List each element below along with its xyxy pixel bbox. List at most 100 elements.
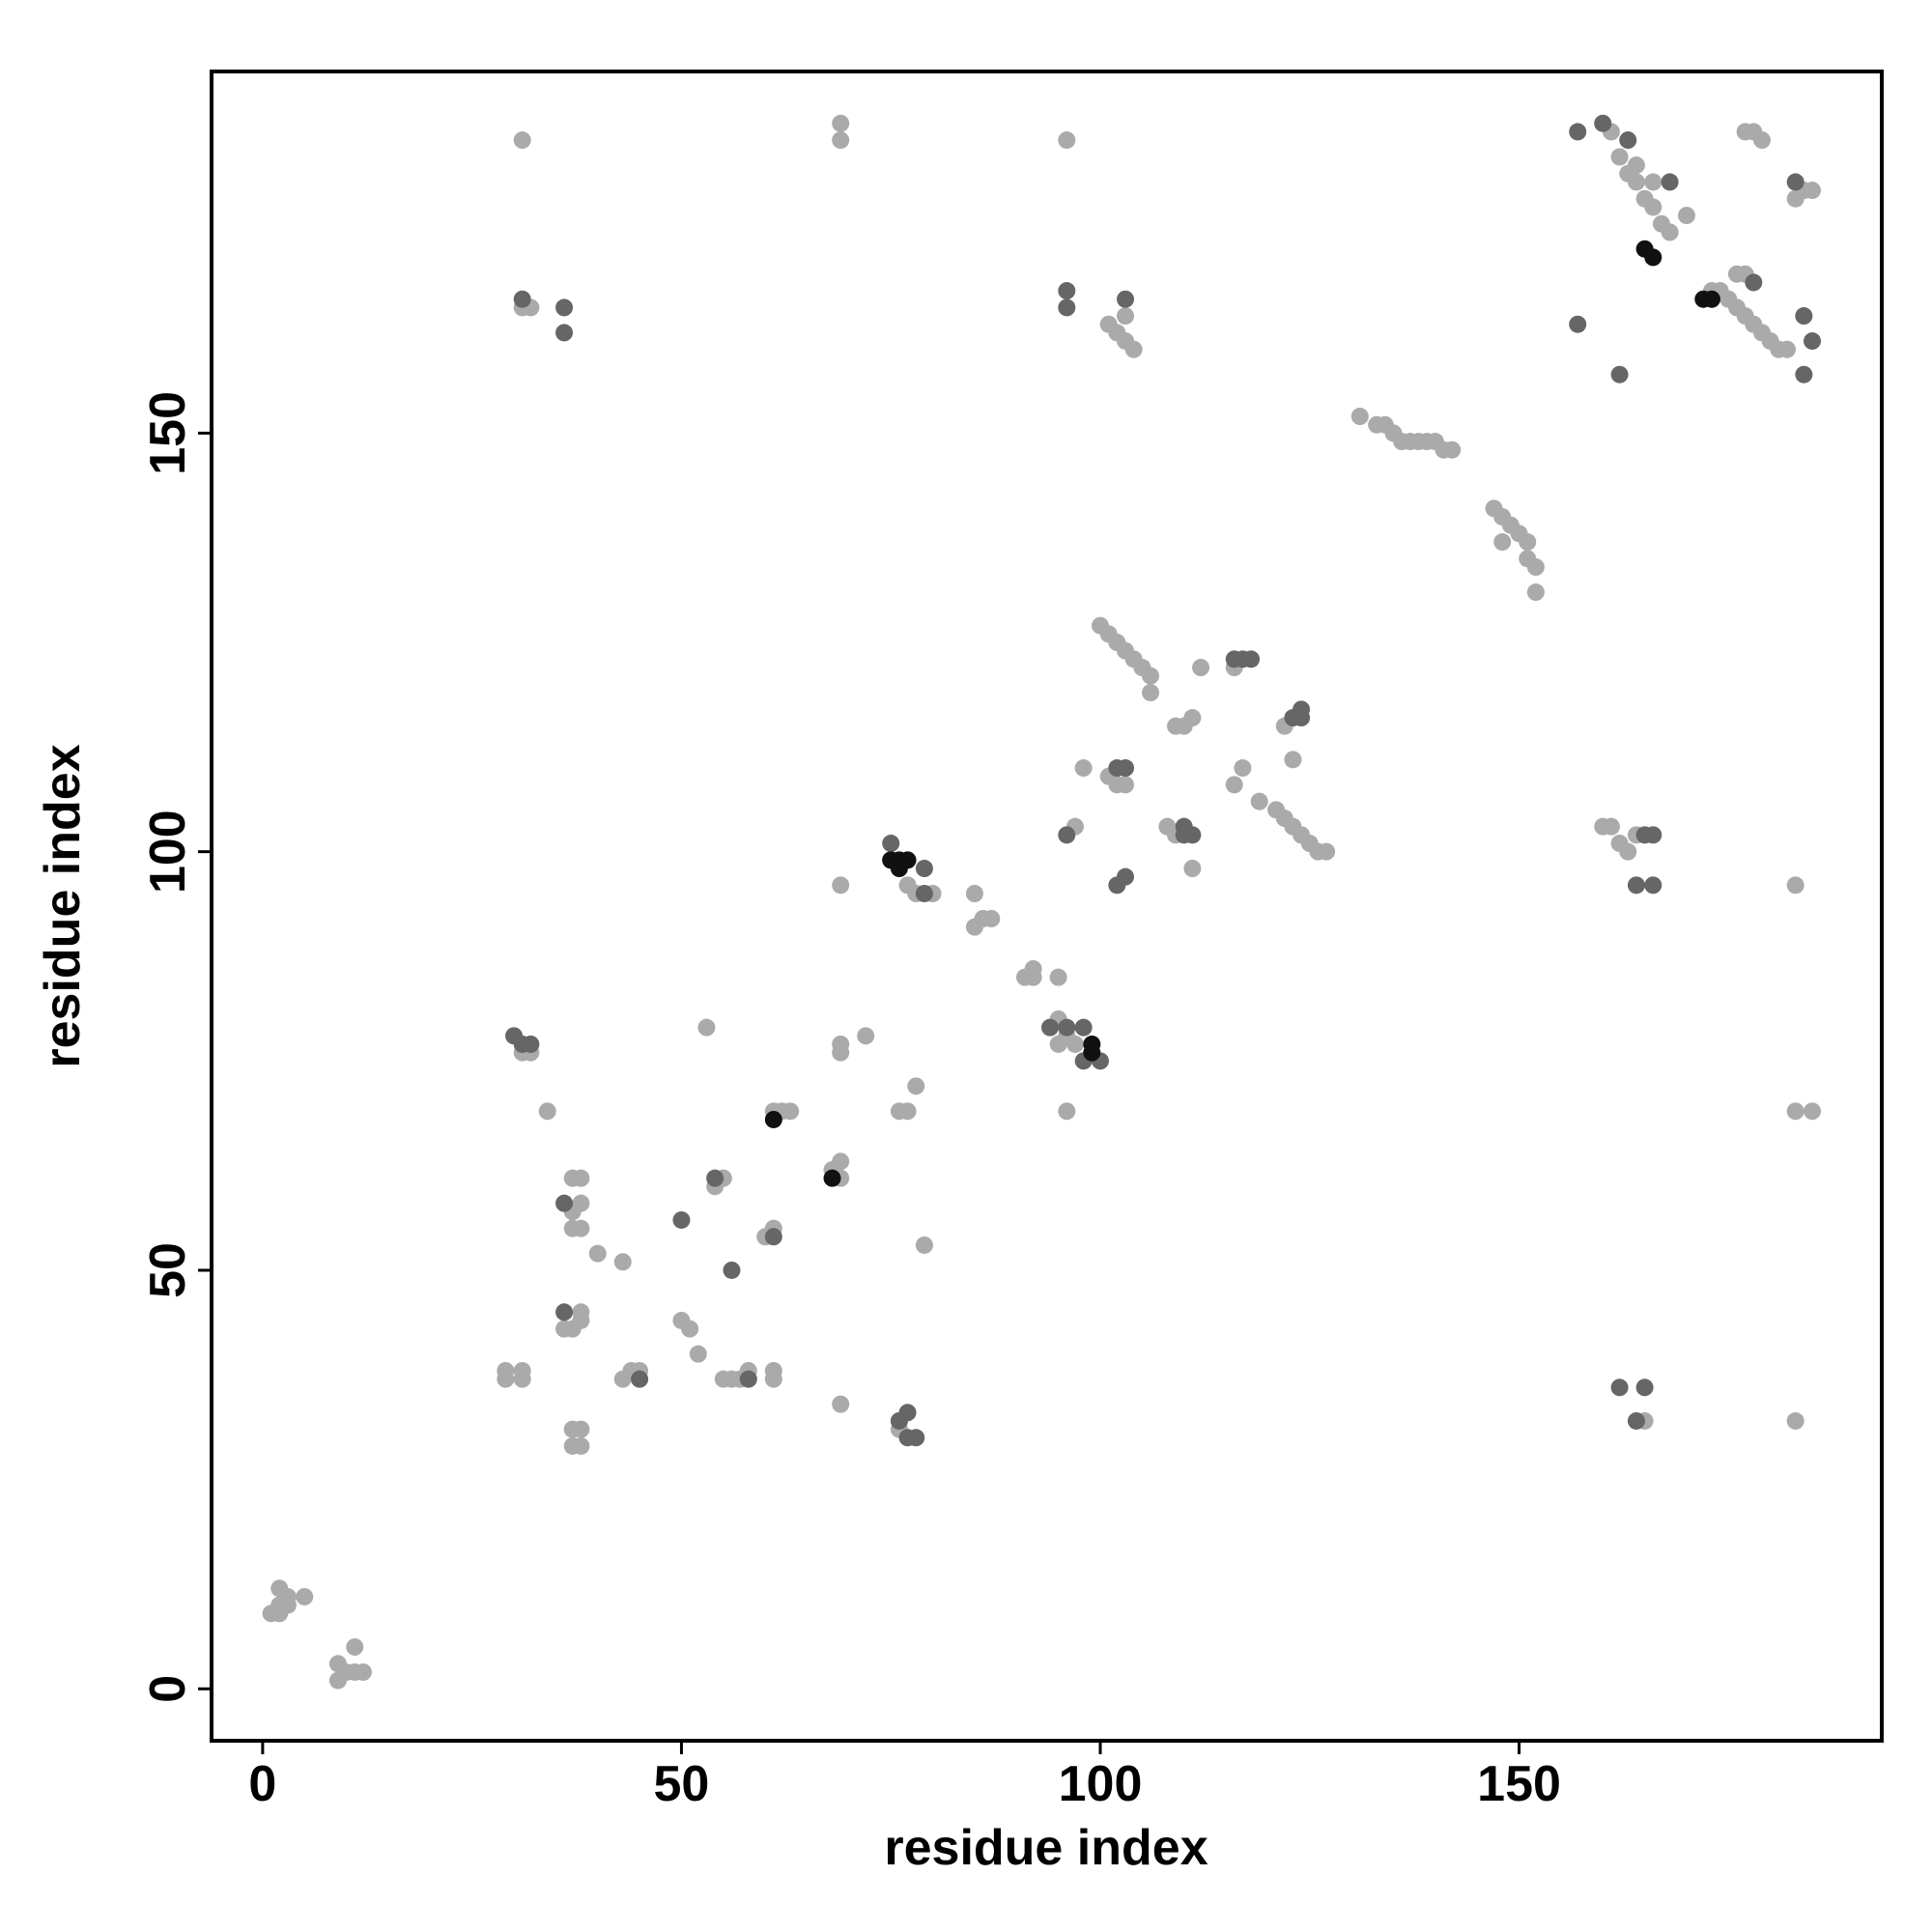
point — [1661, 223, 1679, 242]
point — [1124, 340, 1143, 358]
point — [555, 1303, 574, 1321]
point — [681, 1320, 699, 1338]
point — [1778, 340, 1797, 358]
y-tick-label: 150 — [140, 391, 196, 475]
point — [1058, 1102, 1076, 1121]
point — [1284, 751, 1302, 769]
point — [832, 1152, 850, 1171]
x-tick-label: 0 — [248, 1756, 276, 1812]
point — [764, 1361, 782, 1379]
point — [1183, 709, 1202, 727]
point — [1804, 332, 1822, 351]
point — [857, 1027, 875, 1045]
point — [1786, 1102, 1804, 1121]
point — [328, 1655, 347, 1673]
point — [522, 1035, 540, 1053]
point — [697, 1018, 716, 1037]
x-tick-label: 150 — [1477, 1756, 1561, 1812]
point — [513, 1361, 531, 1379]
point — [1786, 173, 1804, 191]
point — [572, 1169, 590, 1187]
point — [1627, 876, 1645, 895]
point — [1058, 826, 1076, 844]
point — [1142, 684, 1160, 702]
point — [1117, 776, 1135, 794]
point — [1192, 659, 1210, 677]
point — [1117, 290, 1135, 308]
point — [832, 114, 850, 132]
point — [1117, 307, 1135, 326]
point — [538, 1102, 556, 1121]
point — [823, 1169, 841, 1187]
point — [1526, 558, 1545, 577]
point — [1610, 1378, 1629, 1397]
point — [1049, 1035, 1067, 1053]
point — [689, 1345, 707, 1363]
point — [1024, 959, 1042, 978]
point — [890, 860, 908, 878]
point — [631, 1370, 649, 1388]
point — [1627, 1411, 1645, 1430]
point — [1786, 876, 1804, 895]
point — [1350, 408, 1369, 426]
point — [898, 1102, 917, 1121]
point — [1569, 315, 1587, 333]
point — [832, 876, 850, 895]
point — [723, 1261, 741, 1279]
point — [1702, 290, 1720, 308]
point — [1644, 198, 1662, 216]
point — [1619, 131, 1637, 150]
point — [296, 1587, 314, 1605]
x-tick-label: 100 — [1059, 1756, 1143, 1812]
point — [1493, 533, 1512, 552]
point — [1569, 123, 1587, 141]
point — [832, 131, 850, 150]
point — [1117, 759, 1135, 778]
point — [832, 1395, 850, 1413]
point — [1635, 1378, 1654, 1397]
point — [572, 1194, 590, 1212]
point — [1627, 156, 1645, 175]
point — [832, 1035, 850, 1053]
point — [898, 1404, 917, 1422]
point — [1049, 968, 1067, 986]
point — [1443, 440, 1462, 459]
point — [555, 324, 574, 342]
point — [1074, 759, 1093, 778]
point — [1786, 1411, 1804, 1430]
point — [1619, 842, 1637, 861]
point — [1234, 759, 1252, 778]
plot-frame — [210, 70, 1884, 1743]
point — [1804, 182, 1822, 200]
point — [1644, 248, 1662, 267]
point — [1644, 876, 1662, 895]
point — [1519, 533, 1537, 552]
point — [1318, 842, 1336, 861]
point — [1242, 650, 1261, 668]
point — [907, 1077, 925, 1095]
point — [555, 298, 574, 317]
point — [1795, 307, 1813, 326]
point — [1786, 189, 1804, 208]
point — [982, 909, 1001, 927]
point — [907, 1429, 925, 1447]
point — [1602, 817, 1620, 836]
point — [497, 1361, 515, 1379]
point — [915, 1236, 933, 1254]
point — [588, 1244, 607, 1263]
point — [672, 1210, 691, 1229]
point — [1677, 207, 1695, 225]
y-axis-label: residue index — [35, 744, 91, 1067]
x-tick-label: 50 — [654, 1756, 710, 1812]
point — [882, 835, 900, 853]
point — [965, 885, 983, 903]
point — [1250, 792, 1268, 810]
point — [1058, 282, 1076, 300]
point — [1142, 667, 1160, 685]
point — [513, 290, 531, 308]
point — [1526, 583, 1545, 602]
point — [1594, 114, 1612, 132]
point — [1745, 273, 1763, 292]
point — [1610, 148, 1629, 166]
point — [764, 1110, 782, 1128]
